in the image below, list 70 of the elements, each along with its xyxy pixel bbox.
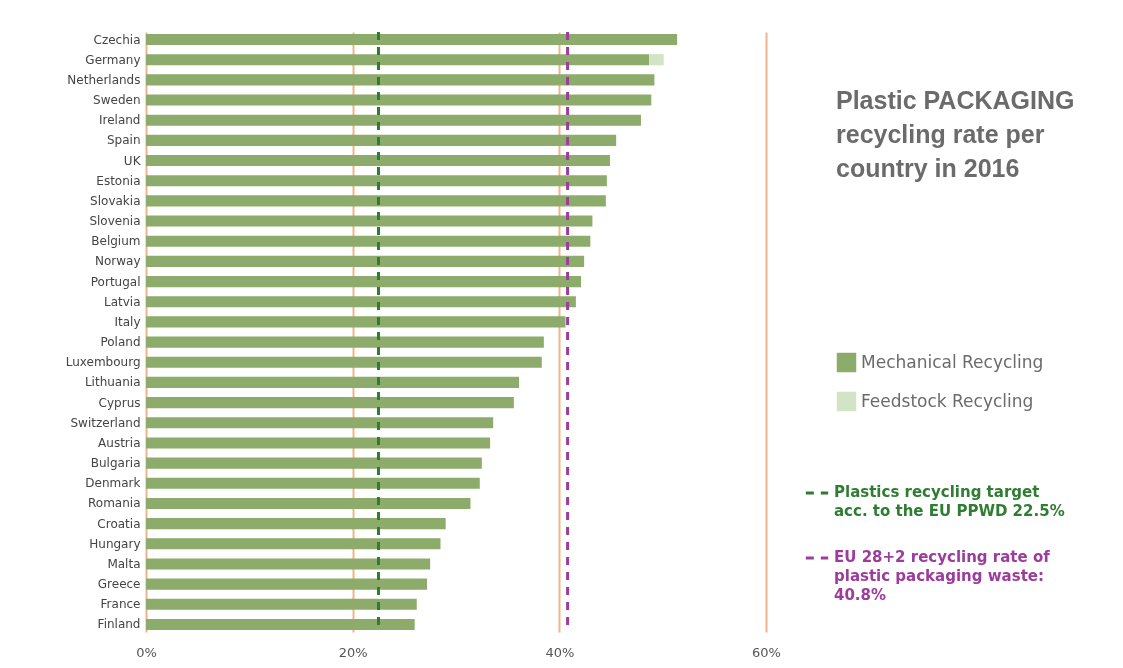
bar <box>146 94 652 106</box>
y-tick-label: Latvia <box>103 294 141 309</box>
ref-line-label: Plastics recycling target acc. to the EU PPWD 22.5% <box>834 483 1065 520</box>
bar <box>146 518 446 530</box>
bar <box>146 457 482 469</box>
y-tick-label: Portugal <box>90 274 141 289</box>
bar <box>146 235 591 247</box>
bar <box>146 497 471 509</box>
y-tick-label: Greece <box>97 577 141 592</box>
bar <box>146 255 585 267</box>
y-tick-label: Netherlands <box>67 72 141 87</box>
y-tick-label: Italy <box>114 314 141 329</box>
bar <box>146 34 678 46</box>
x-tick-label: 0% <box>136 644 157 660</box>
bar <box>146 376 520 388</box>
y-tick-label: UK <box>123 153 142 168</box>
bar <box>146 296 576 308</box>
bar <box>146 195 606 207</box>
bar <box>146 437 491 449</box>
ref-line-label: EU 28+2 recycling rate of plastic packaging waste: 40.8% <box>834 548 1051 604</box>
y-tick-label: Belgium <box>91 234 141 249</box>
legend-label: Mechanical Recycling <box>861 351 1044 372</box>
bar <box>146 356 542 368</box>
bar <box>146 54 650 66</box>
bar <box>146 558 431 570</box>
y-tick-label: Estonia <box>96 173 141 188</box>
bar <box>146 417 494 429</box>
y-tick-label: Slovakia <box>90 193 141 208</box>
bar <box>146 215 593 227</box>
text: Plastic PACKAGING recycling rate per country in 2016 <box>836 85 1076 184</box>
bar <box>146 175 607 187</box>
y-tick-label: Denmark <box>85 476 141 491</box>
y-tick-label: Germany <box>85 52 141 67</box>
x-tick-label: 60% <box>752 644 781 660</box>
bar <box>146 397 514 409</box>
y-tick-label: Austria <box>98 435 141 450</box>
y-tick-label: Switzerland <box>70 415 141 430</box>
bar <box>146 477 480 489</box>
y-tick-label: Czechia <box>93 32 141 47</box>
y-tick-label: Finland <box>97 617 141 632</box>
y-tick-label: Ireland <box>98 113 141 128</box>
y-tick-label: Romania <box>88 496 141 511</box>
y-tick-label: Norway <box>94 254 141 269</box>
y-tick-label: Sweden <box>93 93 141 108</box>
y-tick-label: Malta <box>107 556 141 571</box>
y-tick-label: Spain <box>106 133 141 148</box>
bar <box>146 618 415 630</box>
bar <box>146 114 641 126</box>
y-tick-label: Poland <box>100 335 141 350</box>
bar <box>146 578 428 590</box>
bar <box>649 54 664 66</box>
y-tick-label: Lithuania <box>84 375 141 390</box>
y-tick-label: Bulgaria <box>90 456 141 471</box>
x-tick-label: 40% <box>545 644 575 660</box>
bar <box>146 316 566 328</box>
y-tick-label: France <box>100 597 141 612</box>
y-tick-label: Cyprus <box>98 395 141 410</box>
x-tick-label: 20% <box>338 644 368 660</box>
bar <box>146 276 582 288</box>
bar <box>146 155 610 167</box>
bar <box>146 74 655 86</box>
y-tick-label: Luxembourg <box>65 355 141 370</box>
bar <box>146 134 617 146</box>
legend-label: Feedstock Recycling <box>861 390 1034 411</box>
bar <box>146 336 544 348</box>
y-tick-label: Hungary <box>89 536 141 551</box>
y-tick-label: Croatia <box>97 516 141 531</box>
y-tick-label: Slovenia <box>89 214 141 229</box>
bar <box>146 538 441 550</box>
bar <box>146 598 417 610</box>
